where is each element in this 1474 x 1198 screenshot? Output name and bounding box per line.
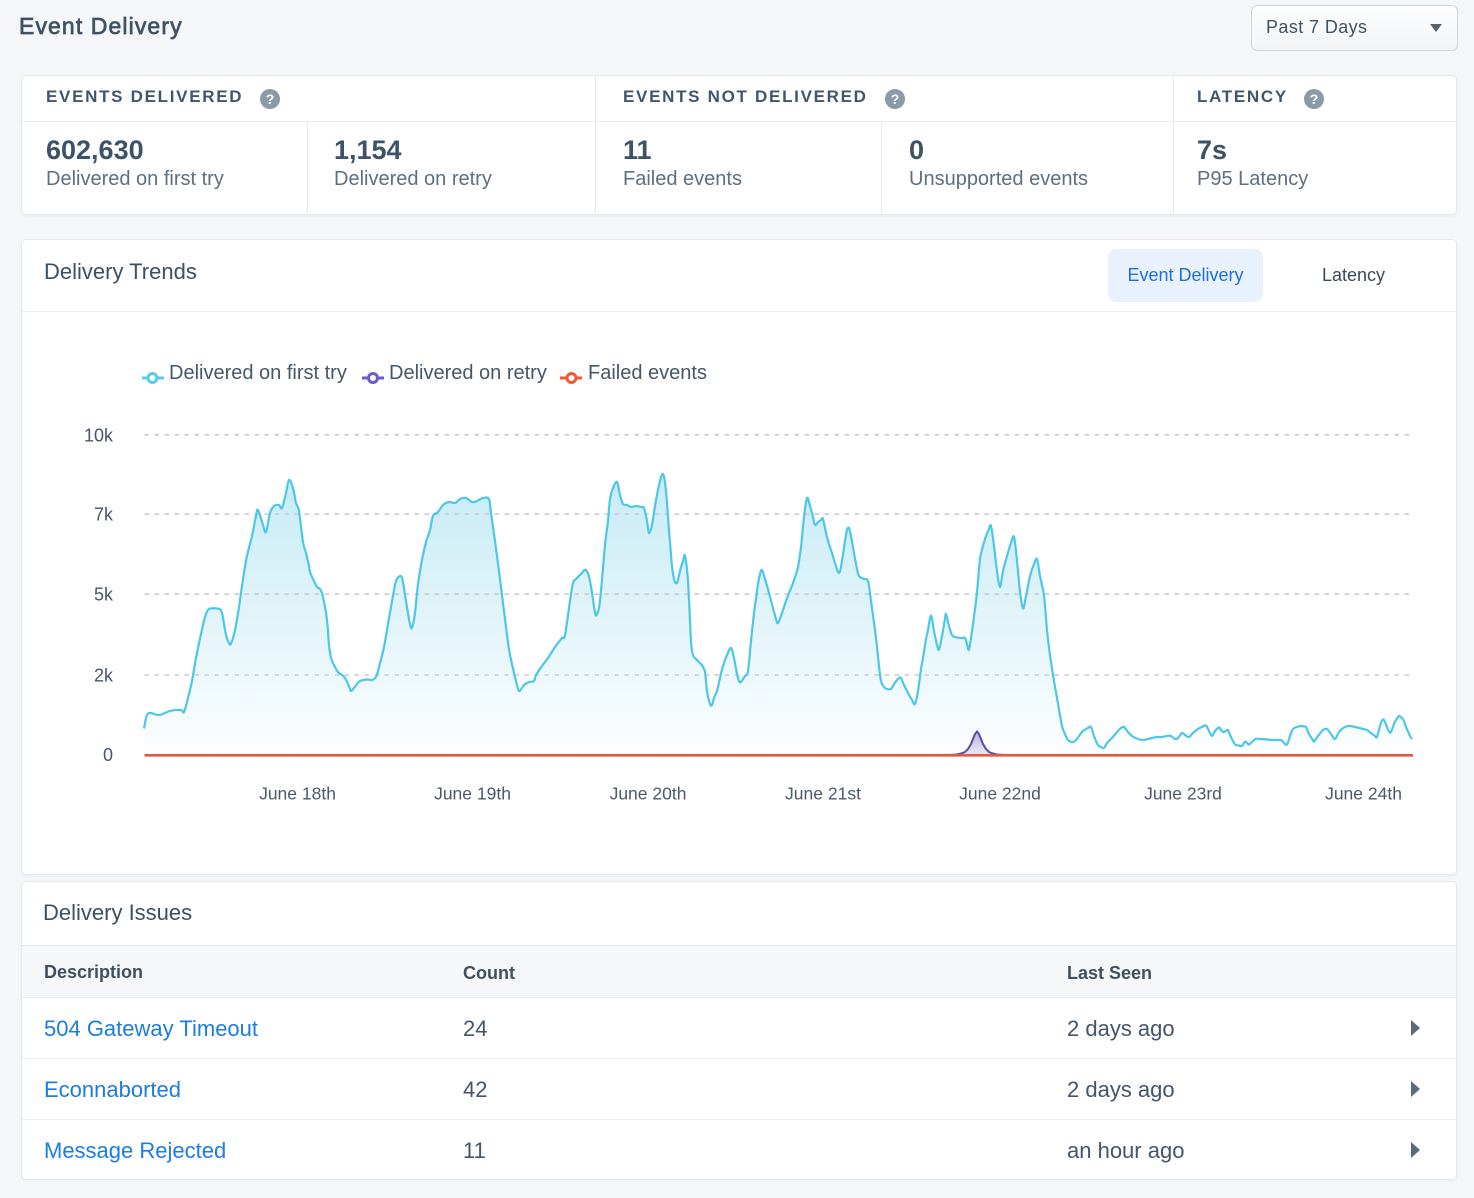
svg-text:2k: 2k xyxy=(94,666,114,686)
svg-text:June 18th: June 18th xyxy=(259,784,336,804)
svg-text:June 21st: June 21st xyxy=(785,784,861,804)
svg-text:10k: 10k xyxy=(84,425,114,445)
svg-text:June 20th: June 20th xyxy=(610,784,687,804)
svg-text:June 19th: June 19th xyxy=(434,784,511,804)
svg-text:June 24th: June 24th xyxy=(1325,784,1402,804)
svg-text:0: 0 xyxy=(103,745,113,765)
svg-text:5k: 5k xyxy=(94,585,114,605)
svg-text:June 22nd: June 22nd xyxy=(959,784,1041,804)
svg-text:June 23rd: June 23rd xyxy=(1144,784,1222,804)
svg-text:7k: 7k xyxy=(94,505,114,525)
